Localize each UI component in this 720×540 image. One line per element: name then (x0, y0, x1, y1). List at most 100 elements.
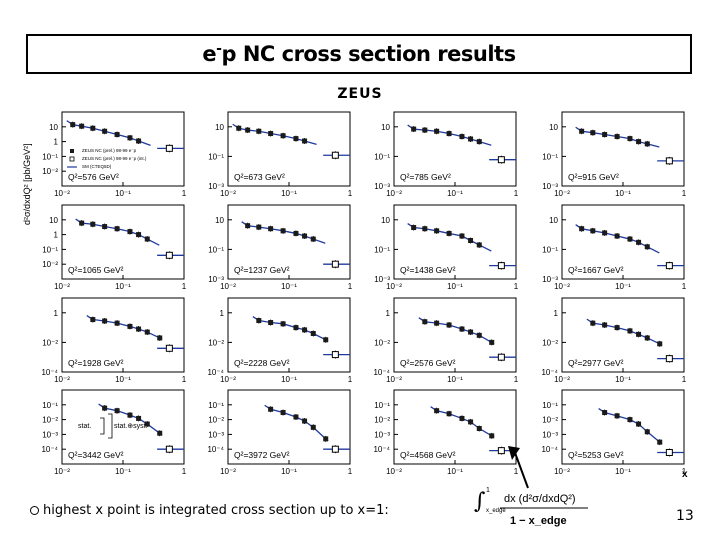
data-point (459, 415, 465, 421)
data-point (144, 236, 150, 242)
data-point (446, 131, 452, 137)
data-point (157, 335, 163, 341)
data-point (489, 433, 495, 439)
panel: 10⁻² 10⁻¹ 1 10⁻³ 10⁻¹ 10 Q²=673 GeV² (208, 111, 353, 198)
data-point (302, 327, 308, 333)
sm-curve (98, 403, 163, 436)
y-tick-label: 10 (549, 123, 558, 132)
data-point (293, 325, 299, 331)
x-tick-label: 10⁻² (386, 282, 402, 291)
y-tick-label: 10⁻³ (42, 430, 58, 439)
y-tick-label: 10⁻¹ (42, 401, 58, 410)
panel: 10⁻² 10⁻¹ 1 10⁻⁴ 10⁻³ 10⁻² 10⁻¹ Q²=3442 GeV² sta… (41, 389, 187, 476)
y-tick-label: 10⁻¹ (208, 401, 224, 410)
data-point (590, 228, 596, 234)
data-point (136, 415, 142, 421)
y-tick-label: 10⁻² (42, 338, 58, 347)
q2-label: Q²=4568 GeV² (400, 450, 456, 460)
sm-curve (430, 406, 495, 438)
formula-denominator: 1 − x_edge (510, 515, 567, 527)
x-tick-label: 1 (682, 375, 687, 384)
y-tick-label: 10 (215, 123, 224, 132)
title-prefix: e (202, 42, 217, 66)
y-tick-label: 1 (54, 309, 59, 318)
data-point (657, 341, 663, 347)
x-tick-label: 1 (682, 282, 687, 291)
y-tick-label: 1 (54, 231, 59, 240)
y-tick-label: 10⁻² (374, 338, 390, 347)
data-point (459, 134, 465, 140)
stat-syst-label: stat.⊕syst. (114, 423, 148, 430)
q2-label: Q²=5253 GeV² (568, 450, 624, 460)
stat-label: stat. (78, 423, 91, 430)
data-point (411, 225, 417, 231)
data-point (268, 320, 274, 326)
data-point (411, 126, 417, 132)
integrated-point (165, 344, 173, 352)
data-point (102, 405, 108, 411)
q2-label: Q²=1065 GeV² (68, 265, 124, 275)
integrated-point (665, 448, 673, 456)
data-point (476, 332, 482, 338)
data-point (468, 237, 474, 243)
data-point (446, 230, 452, 236)
y-tick-label: 10 (381, 123, 390, 132)
x-tick-label: 10⁻² (54, 189, 70, 198)
data-point (90, 221, 96, 227)
y-tick-label: 10⁻⁴ (207, 445, 224, 454)
data-point (256, 128, 262, 134)
formula-numerator: dx (d²σ/dxdQ²) (504, 493, 576, 505)
y-tick-label: 10⁻⁴ (373, 368, 390, 377)
data-point (422, 226, 428, 232)
data-point (280, 228, 286, 234)
data-point (627, 236, 633, 242)
y-tick-label: 10⁻³ (542, 182, 558, 191)
integrated-point (497, 156, 505, 164)
data-point (644, 141, 650, 147)
x-tick-label: 1 (514, 375, 519, 384)
x-tick-label: 10⁻² (386, 189, 402, 198)
data-point (144, 421, 150, 427)
svg-text:∫: ∫ (474, 489, 486, 514)
integrated-point (165, 144, 173, 152)
y-tick-label: 10 (49, 216, 58, 225)
y-tick-label: 10⁻² (42, 416, 58, 425)
data-point (136, 232, 142, 238)
x-tick-label: 10⁻¹ (281, 467, 297, 476)
x-tick-label: 1 (182, 467, 187, 476)
x-tick-label: 10⁻¹ (281, 282, 297, 291)
q2-label: Q²=785 GeV² (400, 172, 451, 182)
data-point (602, 132, 608, 138)
y-tick-label: 10⁻¹ (42, 152, 58, 161)
data-point (614, 233, 620, 239)
legend-marker (70, 149, 74, 153)
x-tick-label: 10⁻¹ (615, 375, 631, 384)
x-tick-label: 1 (182, 375, 187, 384)
sm-curve (418, 317, 495, 345)
q2-label: Q²=673 GeV² (234, 172, 285, 182)
data-point (636, 139, 642, 145)
y-tick-label: 10⁻² (542, 338, 558, 347)
legend-text: ZEUS NC (prel.) 98-99 e⁻p (int.) (82, 156, 147, 161)
data-point (590, 320, 596, 326)
data-point (446, 411, 452, 417)
data-point (434, 408, 440, 414)
formula-lower-limit: x_edge (486, 508, 506, 514)
x-tick-label: 1 (682, 467, 687, 476)
y-tick-label: 10⁻¹ (374, 245, 390, 254)
x-tick-label: 10⁻² (386, 375, 402, 384)
data-point (114, 320, 120, 326)
data-point (468, 329, 474, 335)
data-point (434, 128, 440, 134)
data-point (256, 224, 262, 230)
data-point (627, 417, 633, 423)
data-point (157, 430, 163, 436)
q2-label: Q²=3442 GeV² (68, 450, 124, 460)
y-tick-label: 10⁻¹ (374, 152, 390, 161)
panel: 10⁻² 10⁻¹ 1 10⁻³ 10⁻¹ 10 Q²=1438 GeV² (374, 204, 519, 291)
panel: 10⁻² 10⁻¹ 1 10⁻³ 10⁻¹ 10 Q²=1667 GeV² (542, 204, 687, 291)
data-point (302, 138, 308, 144)
data-point (293, 230, 299, 236)
